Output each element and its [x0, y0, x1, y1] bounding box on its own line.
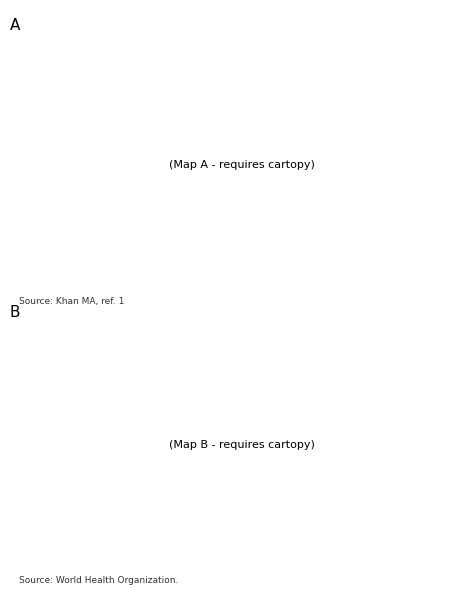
- Text: (Map B - requires cartopy): (Map B - requires cartopy): [169, 440, 315, 450]
- Text: Source: Khan MA, ref. 1: Source: Khan MA, ref. 1: [19, 297, 124, 306]
- Text: (Map A - requires cartopy): (Map A - requires cartopy): [169, 160, 315, 170]
- Text: A: A: [9, 18, 20, 34]
- Text: B: B: [9, 305, 20, 320]
- Text: Source: World Health Organization.: Source: World Health Organization.: [19, 576, 178, 586]
